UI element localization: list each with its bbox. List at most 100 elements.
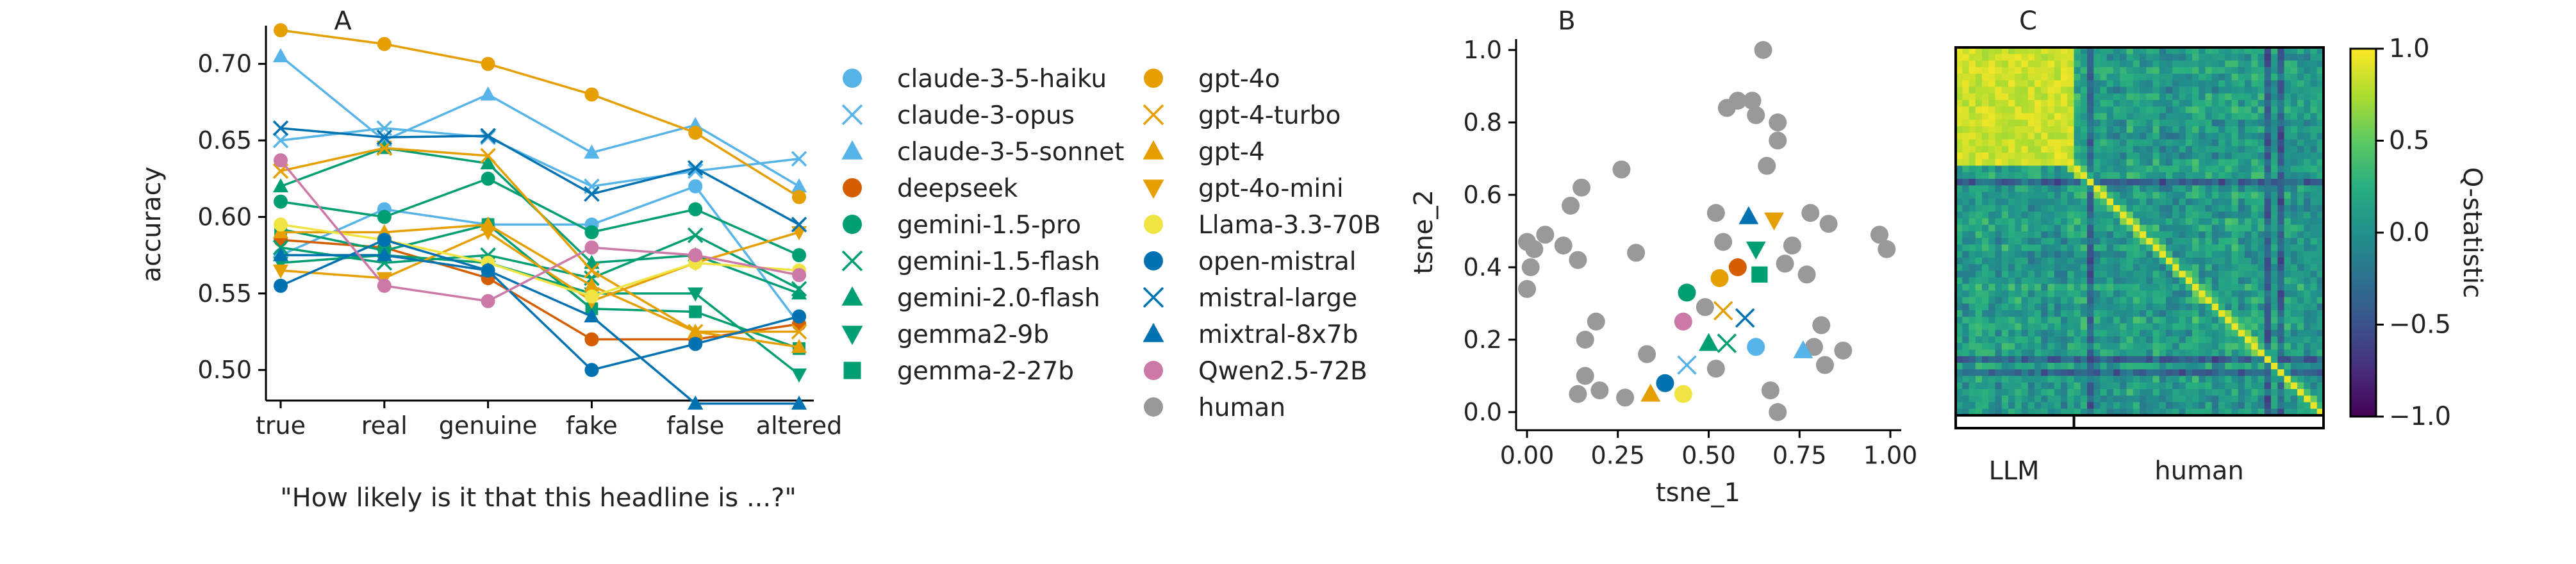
heatmap-cell	[2205, 159, 2213, 167]
heatmap-cell	[2258, 119, 2265, 127]
heatmap-cell	[1988, 100, 1996, 107]
human-point	[1696, 298, 1714, 317]
legend-label: claude-3-opus	[897, 101, 1075, 130]
heatmap-cell	[2284, 185, 2291, 193]
heatmap-cell	[2172, 343, 2180, 351]
heatmap-cell	[2061, 87, 2068, 94]
heatmap-cell	[2061, 231, 2068, 238]
heatmap-cell	[2035, 231, 2042, 238]
heatmap-cell	[1962, 408, 1970, 416]
heatmap-cell	[2264, 303, 2272, 311]
data-point	[688, 202, 703, 217]
heatmap-cell	[2159, 376, 2167, 383]
heatmap-cell	[2093, 376, 2101, 383]
x-tick-label: 1.00	[1863, 441, 1918, 469]
heatmap-cell	[1988, 317, 1996, 324]
heatmap-cell	[2316, 106, 2324, 114]
heatmap-cell	[1988, 270, 1996, 278]
heatmap-cell	[2067, 87, 2075, 94]
heatmap-cell	[2231, 67, 2239, 74]
heatmap-cell	[2113, 133, 2120, 140]
heatmap-cell	[2008, 244, 2015, 252]
heatmap-cell	[2054, 185, 2061, 193]
heatmap-cell	[2152, 376, 2160, 383]
heatmap-cell	[2080, 231, 2088, 238]
heatmap-cell	[2140, 349, 2147, 357]
heatmap-cell	[2093, 369, 2101, 377]
heatmap-cell	[2218, 251, 2225, 258]
heatmap-cell	[2021, 317, 2029, 324]
heatmap-cell	[2080, 284, 2088, 291]
heatmap-cell	[2061, 369, 2068, 377]
heatmap-cell	[2271, 179, 2278, 186]
heatmap-cell	[2001, 395, 2009, 403]
heatmap-cell	[2297, 126, 2304, 133]
heatmap-cell	[2271, 100, 2278, 107]
heatmap-cell	[2080, 402, 2088, 410]
heatmap-cell	[1988, 119, 1996, 127]
series-line	[279, 160, 800, 303]
heatmap-cell	[1969, 290, 1976, 298]
heatmap-cell	[2284, 297, 2291, 304]
heatmap-cell	[2264, 336, 2272, 344]
heatmap-cell	[2316, 139, 2324, 147]
heatmap-cell	[1956, 212, 1963, 219]
heatmap-cell	[2245, 343, 2252, 351]
heatmap-cell	[2093, 303, 2101, 311]
heatmap-cell	[1995, 329, 2002, 337]
heatmap-cell	[1975, 153, 1983, 160]
human-point	[1562, 196, 1580, 215]
heatmap-cell	[1995, 198, 2002, 206]
heatmap-cell	[2106, 251, 2114, 258]
heatmap-cell	[2264, 297, 2272, 304]
heatmap-cell	[2297, 402, 2304, 410]
heatmap-cell	[2192, 264, 2199, 272]
heatmap-cell	[2199, 317, 2206, 324]
heatmap-cell	[2264, 153, 2272, 160]
heatmap-cell	[1995, 224, 2002, 232]
heatmap-cell	[2271, 277, 2278, 285]
heatmap-cell	[2159, 67, 2167, 74]
heatmap-cell	[2185, 290, 2193, 298]
heatmap-cell	[1975, 87, 1983, 94]
heatmap-cell	[2290, 290, 2298, 298]
heatmap-cell	[2074, 60, 2081, 68]
legend-marker	[1144, 69, 1163, 88]
heatmap-cell	[1988, 133, 1996, 140]
heatmap-cell	[2080, 363, 2088, 370]
heatmap-cell	[1975, 336, 1983, 344]
heatmap-cell	[2054, 408, 2061, 416]
heatmap-cell	[1995, 139, 2002, 147]
heatmap-cell	[2290, 317, 2298, 324]
heatmap-cell	[2067, 323, 2075, 331]
heatmap-cell	[2061, 290, 2068, 298]
heatmap-cell	[2238, 185, 2245, 193]
heatmap-cell	[2074, 179, 2081, 186]
heatmap-cell	[1982, 106, 1989, 114]
heatmap-cell	[2284, 60, 2291, 68]
human-point	[1525, 240, 1544, 258]
legend-label: Llama-3.3-70B	[1198, 211, 1381, 240]
heatmap-cell	[2061, 172, 2068, 179]
heatmap-cell	[2179, 310, 2186, 317]
heatmap-cell	[2100, 67, 2108, 74]
heatmap-cell	[1962, 231, 1970, 238]
heatmap-cell	[2133, 336, 2140, 344]
heatmap-cell	[2140, 376, 2147, 383]
heatmap-cell	[2113, 389, 2120, 396]
heatmap-cell	[2185, 87, 2193, 94]
heatmap-cell	[2251, 329, 2259, 337]
heatmap-cell	[1982, 80, 1989, 88]
heatmap-cell	[2166, 231, 2173, 238]
heatmap-cell	[2238, 251, 2245, 258]
heatmap-cell	[2067, 349, 2075, 357]
heatmap-cell	[2113, 60, 2120, 68]
heatmap-cell	[2126, 212, 2134, 219]
heatmap-cell	[2067, 408, 2075, 416]
heatmap-cell	[2041, 74, 2049, 81]
heatmap-cell	[2258, 329, 2265, 337]
heatmap-cell	[2067, 251, 2075, 258]
heatmap-cell	[2172, 238, 2180, 245]
data-point	[272, 247, 289, 261]
model-point-stroke	[1735, 308, 1755, 328]
